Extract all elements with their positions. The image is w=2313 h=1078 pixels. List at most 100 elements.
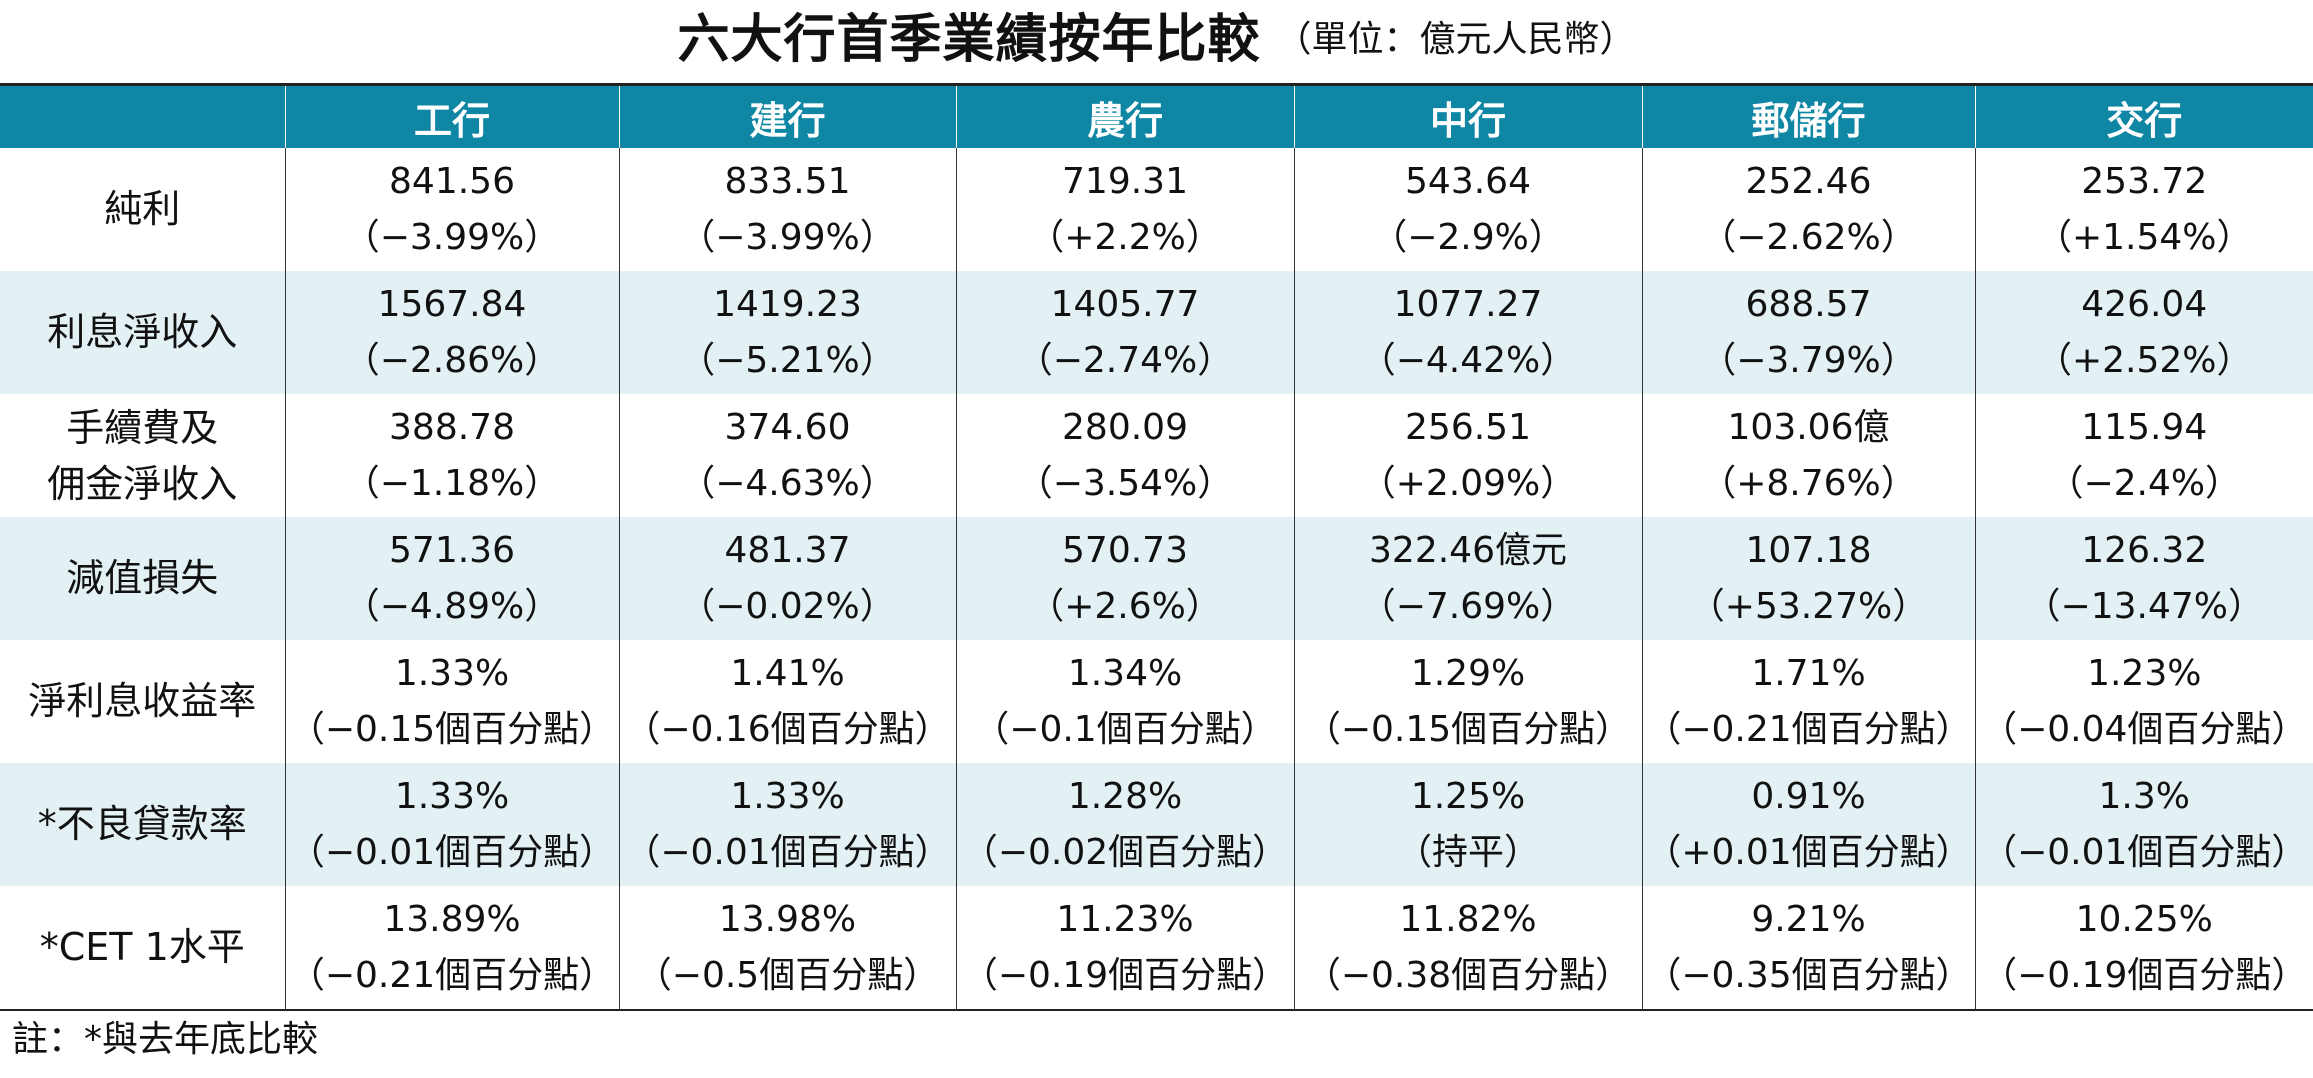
table-cell: 388.78 （−1.18%） <box>284 394 620 517</box>
cell-change: （−7.69%） <box>1359 585 1577 627</box>
table-cell: 9.21% （−0.35個百分點） <box>1641 886 1976 1010</box>
cell-change: （−0.01個百分點） <box>624 831 951 873</box>
cell-change: （−0.02個百分點） <box>961 831 1289 873</box>
table-cell: 13.98% （−0.5個百分點） <box>618 886 957 1010</box>
cell-change: （−2.74%） <box>1016 339 1234 381</box>
cell-value: 1.25% <box>1410 775 1526 817</box>
table-cell: 103.06億 （+8.76%） <box>1641 394 1976 517</box>
column-header-abc: 農行 <box>955 84 1295 148</box>
cell-value: 1077.27 <box>1393 283 1543 325</box>
table-row: *不良貸款率 1.33% （−0.01個百分點） 1.33% （−0.01個百分點）… <box>0 763 2313 886</box>
cell-value: 322.46億元 <box>1369 529 1567 571</box>
cell-change: （−0.02%） <box>679 585 896 627</box>
table-cell: 1.23% （−0.04個百分點） <box>1974 640 2313 763</box>
cell-change: （−3.99%） <box>679 216 896 258</box>
cell-value: 1.41% <box>730 652 845 694</box>
table-cell: 1.33% （−0.15個百分點） <box>284 640 620 763</box>
page-title: 六大行首季業績按年比較 <box>677 10 1261 70</box>
footnote: 註：*與去年底比較 <box>12 1019 319 1060</box>
cell-value: 1567.84 <box>377 283 527 325</box>
cell-change: （−4.42%） <box>1359 339 1577 381</box>
table-cell: 1.33% （−0.01個百分點） <box>284 763 620 886</box>
table-cell: 1.25% （持平） <box>1293 763 1643 886</box>
table-cell: 374.60 （−4.63%） <box>618 394 957 517</box>
table-cell: 1.28% （−0.02個百分點） <box>955 763 1295 886</box>
cell-change: （+2.52%） <box>2035 339 2253 381</box>
table-cell: 253.72 （+1.54%） <box>1974 148 2313 271</box>
table-row: 手續費及 佣金淨收入 388.78 （−1.18%） 374.60 （−4.63%） … <box>0 394 2313 517</box>
cell-change: （−0.38個百分點） <box>1304 954 1632 996</box>
row-label: 減值損失 <box>66 555 219 600</box>
cell-value: 1.23% <box>2087 652 2202 694</box>
cell-change: （−0.01個百分點） <box>1981 831 2308 873</box>
cell-change: （−2.9%） <box>1371 216 1565 258</box>
cell-change: （−0.1個百分點） <box>973 708 1277 750</box>
column-header-ccb: 建行 <box>618 84 957 148</box>
cell-value: 11.82% <box>1399 898 1537 940</box>
row-label: 利息淨收入 <box>47 309 238 354</box>
cell-change: （−0.19個百分點） <box>961 954 1289 996</box>
table-cell: 13.89% （−0.21個百分點） <box>284 886 620 1010</box>
cell-change: （−0.04個百分點） <box>1981 708 2308 750</box>
table-cell: 543.64 （−2.9%） <box>1293 148 1643 271</box>
cell-value: 426.04 <box>2081 283 2208 325</box>
table-row: 純利 841.56 （−3.99%） 833.51 （−3.99%） 719.31 （… <box>0 148 2313 271</box>
table-cell: 833.51 （−3.99%） <box>618 148 957 271</box>
cell-value: 570.73 <box>1062 529 1188 571</box>
cell-value: 841.56 <box>389 160 515 202</box>
table-row: 利息淨收入 1567.84 （−2.86%） 1419.23 （−5.21%） 14… <box>0 271 2313 394</box>
column-header-psbc: 郵儲行 <box>1641 84 1976 148</box>
cell-change: （+2.6%） <box>1028 585 1222 627</box>
cell-change: （−2.4%） <box>2047 462 2242 504</box>
cell-value: 543.64 <box>1405 160 1531 202</box>
cell-value: 256.51 <box>1405 406 1531 448</box>
cell-value: 571.36 <box>389 529 515 571</box>
header-corner <box>0 84 286 148</box>
table-cell: 1.3% （−0.01個百分點） <box>1974 763 2313 886</box>
cell-change: （+1.54%） <box>2035 216 2253 258</box>
cell-value: 252.46 <box>1745 160 1872 202</box>
row-label: 純利 <box>104 186 181 231</box>
column-header-bocom: 交行 <box>1974 84 2313 148</box>
cell-change: （−13.47%） <box>2024 585 2264 627</box>
table-cell: 11.82% （−0.38個百分點） <box>1293 886 1643 1010</box>
cell-change: （−0.01個百分點） <box>288 831 616 873</box>
cell-value: 13.98% <box>718 898 857 940</box>
row-label-line: 手續費及 <box>66 405 219 450</box>
row-label-cell: *CET 1水平 <box>0 886 286 1010</box>
table-cell: 481.37 （−0.02%） <box>618 517 957 640</box>
cell-value: 126.32 <box>2081 529 2208 571</box>
cell-value: 1419.23 <box>713 283 862 325</box>
cell-value: 388.78 <box>389 406 515 448</box>
cell-change: （−2.86%） <box>343 339 561 381</box>
cell-change: （+2.09%） <box>1359 462 1577 504</box>
cell-change: （−2.62%） <box>1700 216 1917 258</box>
table-cell: 280.09 （−3.54%） <box>955 394 1295 517</box>
bank-comparison-table: 工行 建行 農行 中行 郵儲行 交行 純利 841.56 （−3.99%） 833… <box>0 83 2313 1011</box>
cell-change: （+53.27%） <box>1688 585 1929 627</box>
cell-change: （+2.2%） <box>1028 216 1222 258</box>
cell-value: 9.21% <box>1751 898 1866 940</box>
table-cell: 11.23% （−0.19個百分點） <box>955 886 1295 1010</box>
column-header-icbc: 工行 <box>284 84 620 148</box>
table-cell: 1.41% （−0.16個百分點） <box>618 640 957 763</box>
cell-value: 1.71% <box>1751 652 1866 694</box>
table-cell: 688.57 （−3.79%） <box>1641 271 1976 394</box>
row-label-cell: 淨利息收益率 <box>0 640 286 763</box>
cell-value: 481.37 <box>724 529 851 571</box>
cell-change: （−0.35個百分點） <box>1645 954 1972 996</box>
cell-change: （−0.5個百分點） <box>635 954 940 996</box>
cell-value: 1.33% <box>394 775 510 817</box>
cell-value: 1405.77 <box>1050 283 1200 325</box>
cell-value: 374.60 <box>724 406 851 448</box>
cell-change: （−3.79%） <box>1700 339 1917 381</box>
cell-value: 11.23% <box>1056 898 1194 940</box>
table-cell: 1.71% （−0.21個百分點） <box>1641 640 1976 763</box>
cell-value: 1.34% <box>1067 652 1183 694</box>
title-bar: 六大行首季業績按年比較 （單位：億元人民幣） <box>0 0 2313 80</box>
cell-change: （持平） <box>1395 831 1540 873</box>
table-cell: 252.46 （−2.62%） <box>1641 148 1976 271</box>
table-header-row: 工行 建行 農行 中行 郵儲行 交行 <box>0 84 2313 148</box>
cell-change: （+8.76%） <box>1700 462 1917 504</box>
cell-value: 1.28% <box>1067 775 1183 817</box>
